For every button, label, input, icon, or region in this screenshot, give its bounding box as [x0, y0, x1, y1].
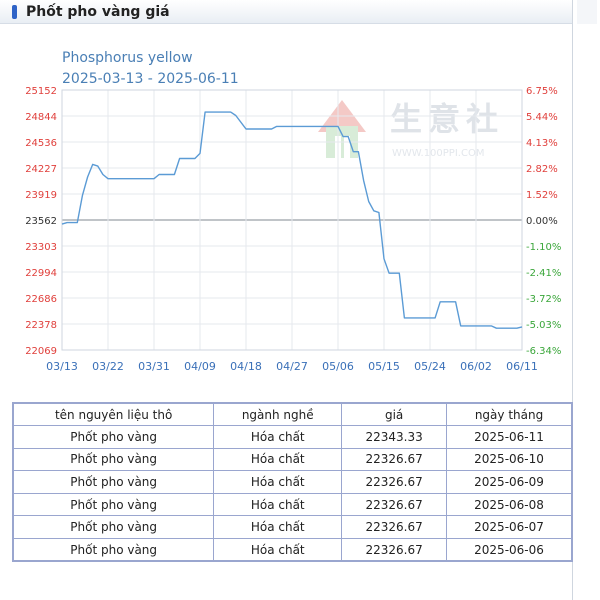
chart-grid — [61, 89, 523, 351]
x-tick-label: 05/24 — [414, 360, 446, 373]
cell-date: 2025-06-07 — [446, 515, 573, 540]
price-series-line — [61, 111, 523, 329]
price-chart: 生意社 WWW.100PPI.COM Phosphorus yellow 202… — [25, 50, 561, 373]
cell-price: 22326.67 — [341, 447, 448, 472]
cell-industry: Hóa chất — [213, 538, 343, 562]
table-row: Phốt pho vàng Hóa chất 22326.67 2025-06-… — [12, 470, 573, 494]
y-left-tick-label: 24227 — [25, 164, 57, 175]
cell-material: Phốt pho vàng — [12, 538, 215, 562]
price-table: tên nguyên liệu thô ngành nghề giá ngày … — [12, 402, 573, 563]
y-right-tick-label: 4.13% — [526, 138, 558, 149]
x-tick-label: 06/02 — [460, 360, 492, 373]
cell-material: Phốt pho vàng — [12, 515, 215, 540]
table-header-row: tên nguyên liệu thô ngành nghề giá ngày … — [12, 402, 573, 427]
x-tick-label: 05/15 — [368, 360, 400, 373]
y-right-tick-label: 0.00% — [526, 216, 558, 227]
y-right-tick-label: -6.34% — [526, 346, 561, 357]
cell-date: 2025-06-08 — [446, 492, 573, 517]
cell-industry: Hóa chất — [213, 447, 343, 472]
cell-price: 22326.67 — [341, 515, 448, 540]
y-right-tick-label: -5.03% — [526, 320, 561, 331]
column-header-material: tên nguyên liệu thô — [12, 402, 215, 427]
x-tick-label: 03/13 — [46, 360, 78, 373]
chart-series — [61, 111, 523, 329]
scrollbar[interactable] — [572, 0, 600, 600]
y-right-tick-label: -2.41% — [526, 268, 561, 279]
y-right-tick-label: -3.72% — [526, 294, 561, 305]
y-left-tick-label: 22378 — [25, 320, 57, 331]
chart-title: Phosphorus yellow — [62, 50, 193, 66]
x-tick-label: 06/11 — [506, 360, 538, 373]
cell-industry: Hóa chất — [213, 515, 343, 540]
y-left-tick-label: 22686 — [25, 294, 57, 305]
table-row: Phốt pho vàng Hóa chất 22326.67 2025-06-… — [12, 492, 573, 517]
x-tick-label: 04/27 — [276, 360, 308, 373]
x-tick-label: 03/22 — [92, 360, 124, 373]
header-marker — [12, 4, 17, 19]
cell-date: 2025-06-10 — [446, 447, 573, 472]
chart-subtitle: 2025-03-13 - 2025-06-11 — [62, 71, 239, 87]
y-left-tick-label: 24536 — [25, 138, 57, 149]
y-left-tick-label: 22069 — [25, 346, 57, 357]
y-right-tick-label: 5.44% — [526, 112, 558, 123]
page-title: Phốt pho vàng giá — [26, 3, 170, 20]
y-right-tick-label: 1.52% — [526, 190, 558, 201]
y-left-tick-label: 22994 — [25, 268, 57, 279]
table-row: Phốt pho vàng Hóa chất 22343.33 2025-06-… — [12, 425, 573, 449]
chart-axes: 25152 6.75% 24844 5.44% 24536 4.13% 24227 2.82%… — [25, 86, 561, 373]
y-right-tick-label: 6.75% — [526, 86, 558, 97]
x-tick-label: 03/31 — [138, 360, 170, 373]
x-tick-label: 04/18 — [230, 360, 262, 373]
y-right-tick-label: 2.82% — [526, 164, 558, 175]
y-right-tick-label: -1.10% — [526, 242, 561, 253]
cell-industry: Hóa chất — [213, 470, 343, 494]
watermark-text: 生意社 — [390, 100, 504, 138]
table-row: Phốt pho vàng Hóa chất 22326.67 2025-06-… — [12, 515, 573, 540]
cell-date: 2025-06-11 — [446, 425, 573, 449]
plot-frame — [61, 89, 523, 351]
cell-industry: Hóa chất — [213, 425, 343, 449]
y-left-tick-label: 24844 — [25, 112, 57, 123]
y-left-tick-label: 23562 — [25, 216, 57, 227]
cell-price: 22326.67 — [341, 492, 448, 517]
cell-material: Phốt pho vàng — [12, 425, 215, 449]
table-row: Phốt pho vàng Hóa chất 22326.67 2025-06-… — [12, 538, 573, 562]
table-row: Phốt pho vàng Hóa chất 22326.67 2025-06-… — [12, 447, 573, 472]
x-tick-label: 04/09 — [184, 360, 216, 373]
cell-price: 22326.67 — [341, 538, 448, 562]
y-left-tick-label: 25152 — [25, 86, 57, 97]
cell-material: Phốt pho vàng — [12, 447, 215, 472]
y-left-tick-label: 23303 — [25, 242, 57, 253]
cell-date: 2025-06-06 — [446, 538, 573, 562]
cell-price: 22343.33 — [341, 425, 448, 449]
cell-material: Phốt pho vàng — [12, 492, 215, 517]
column-header-price: giá — [341, 402, 448, 427]
cell-date: 2025-06-09 — [446, 470, 573, 494]
watermark: 生意社 WWW.100PPI.COM — [318, 100, 504, 159]
x-tick-label: 05/06 — [322, 360, 354, 373]
y-left-tick-label: 23919 — [25, 190, 57, 201]
cell-material: Phốt pho vàng — [12, 470, 215, 494]
watermark-subtext: WWW.100PPI.COM — [392, 148, 484, 159]
cell-industry: Hóa chất — [213, 492, 343, 517]
watermark-logo-icon — [318, 100, 366, 158]
column-header-date: ngày tháng — [446, 402, 573, 427]
panel-header: Phốt pho vàng giá — [0, 0, 572, 24]
column-header-industry: ngành nghề — [213, 402, 343, 427]
cell-price: 22326.67 — [341, 470, 448, 494]
